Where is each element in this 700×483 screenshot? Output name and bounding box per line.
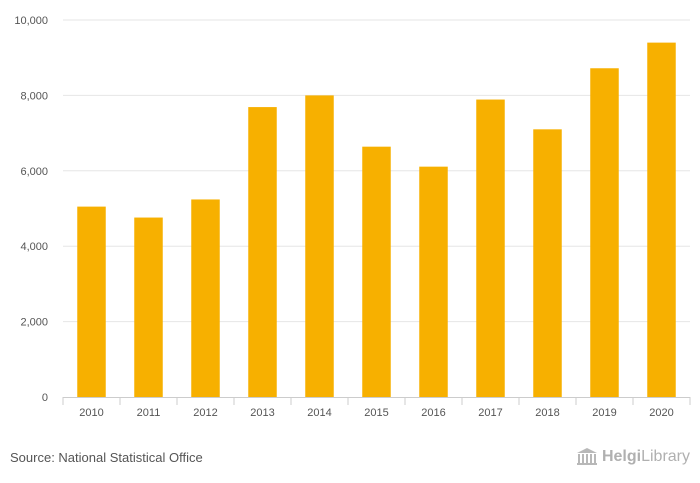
y-tick-label: 10,000 (14, 15, 48, 27)
x-tick-label: 2017 (478, 407, 502, 419)
x-tick-label: 2019 (592, 407, 616, 419)
x-tick-label: 2018 (535, 407, 559, 419)
y-tick-label: 8,000 (20, 90, 48, 102)
x-tick-label: 2016 (421, 407, 445, 419)
bar-2013 (248, 107, 277, 397)
bar-2014 (305, 95, 334, 398)
x-tick-label: 2013 (250, 407, 274, 419)
bar-2017 (476, 99, 505, 397)
y-tick-label: 6,000 (20, 166, 48, 178)
y-tick-label: 0 (42, 392, 48, 404)
helgi-library-logo: Helgi Library (576, 448, 690, 466)
x-tick-label: 2011 (137, 407, 161, 419)
bar-2016 (419, 166, 448, 397)
y-tick-label: 2,000 (20, 317, 48, 329)
x-tick-label: 2020 (649, 407, 673, 419)
x-tick-label: 2014 (307, 407, 331, 419)
x-tick-label: 2012 (193, 407, 217, 419)
bar-2020 (647, 42, 676, 398)
y-tick-label: 4,000 (20, 241, 48, 253)
logo-text-helgi: Helgi (601, 448, 642, 465)
bar-2012 (191, 199, 220, 397)
x-tick-label: 2015 (364, 407, 388, 419)
library-building-icon (576, 448, 597, 465)
bar-chart: 0 2,000 4,000 6,000 8,000 10,000 2010 2011 2012 2… (14, 15, 691, 419)
source-note: Source: National Statistical Office (10, 450, 203, 465)
bar-2010 (77, 206, 106, 397)
bar-2015 (362, 146, 391, 397)
bar-2019 (590, 68, 619, 398)
logo-text-library: Library (641, 448, 690, 465)
bar-2011 (134, 217, 163, 397)
bar-2018 (533, 129, 562, 397)
x-tick-label: 2010 (79, 407, 103, 419)
